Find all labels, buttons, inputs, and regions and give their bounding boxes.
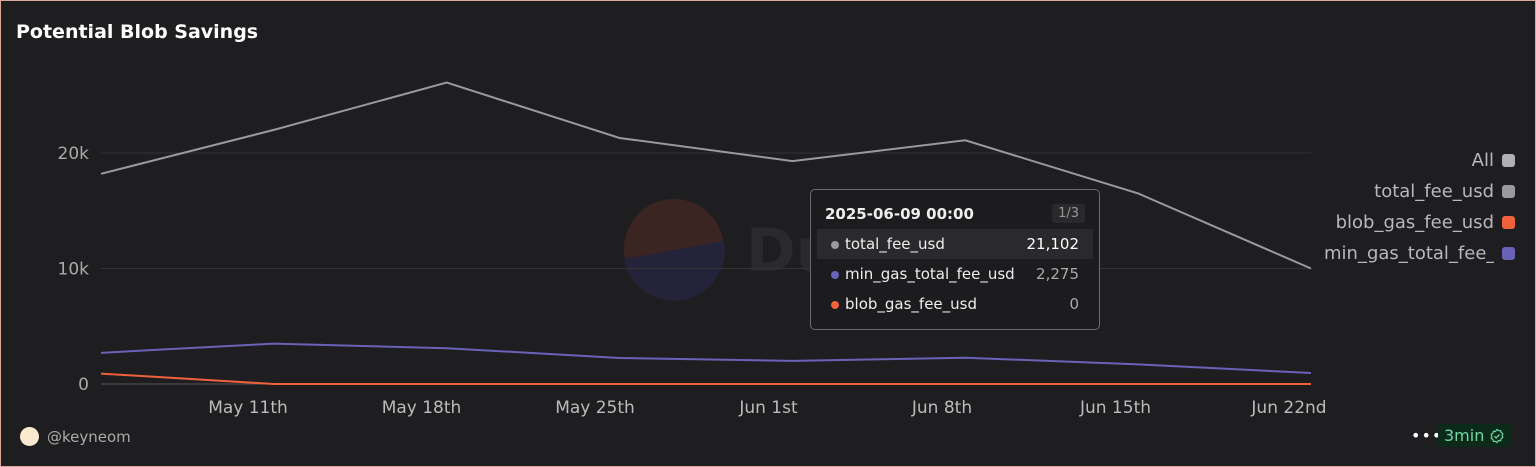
series-line-total_fee_usd[interactable] (100, 81, 1312, 270)
legend-label: All (1471, 150, 1494, 171)
x-tick-label: May 11th (208, 398, 288, 418)
legend-swatch (1502, 247, 1515, 260)
legend-item[interactable]: total_fee_usd (1324, 176, 1515, 207)
y-tick-label: 10k (58, 260, 90, 280)
verified-check-icon (1490, 428, 1504, 443)
x-tick-label: May 18th (382, 398, 462, 418)
x-tick-label: May 25th (555, 398, 635, 418)
legend-label: total_fee_usd (1374, 181, 1494, 202)
author-name: @keyneom (47, 427, 131, 446)
series-line-min_gas_total_fee_usd[interactable] (100, 342, 1312, 375)
watermark-logo: Du (624, 199, 839, 301)
refresh-badge[interactable]: 3min (1438, 424, 1512, 447)
legend: All total_fee_usd blob_gas_fee_usd min_gas_… (1324, 145, 1515, 269)
x-tick-label: Jun 22nd (1250, 398, 1326, 418)
tooltip-date: 2025-06-09 00:00 (825, 204, 974, 223)
tooltip-value: 21,102 (1026, 235, 1080, 253)
tooltip-series: blob_gas_fee_usd (831, 295, 977, 313)
legend-item[interactable]: All (1324, 145, 1515, 176)
more-options-button[interactable]: ••• (1411, 426, 1443, 445)
series-line-blob_gas_fee_usd[interactable] (100, 372, 1311, 385)
tooltip-row: total_fee_usd 21,102 (817, 229, 1093, 259)
series-dot (831, 301, 839, 309)
tooltip: 2025-06-09 00:00 1/3 total_fee_usd 21,102… (810, 189, 1100, 330)
legend-swatch (1502, 154, 1515, 167)
author[interactable]: @keyneom (20, 427, 131, 446)
legend-item[interactable]: min_gas_total_fee_usd (1324, 238, 1515, 269)
tooltip-page[interactable]: 1/3 (1052, 204, 1085, 223)
avatar (20, 427, 39, 446)
series-dot (831, 271, 839, 279)
legend-swatch (1502, 216, 1515, 229)
y-tick-label: 20k (58, 144, 90, 164)
x-tick-label: Jun 15th (1079, 398, 1151, 418)
legend-label: min_gas_total_fee_usd (1324, 243, 1494, 264)
legend-swatch (1502, 185, 1515, 198)
series-dot (831, 241, 839, 249)
tooltip-series: total_fee_usd (831, 235, 945, 253)
x-tick-label: Jun 1st (738, 398, 798, 418)
tooltip-value: 2,275 (1036, 265, 1079, 283)
y-tick-label: 0 (78, 375, 89, 395)
tooltip-series: min_gas_total_fee_usd (831, 265, 1015, 283)
legend-item[interactable]: blob_gas_fee_usd (1324, 207, 1515, 238)
x-tick-label: Jun 8th (911, 398, 972, 418)
chart-title: Potential Blob Savings (16, 21, 259, 43)
refresh-age: 3min (1444, 426, 1485, 445)
tooltip-row: min_gas_total_fee_usd 2,275 (817, 259, 1093, 289)
tooltip-value: 0 (1069, 295, 1079, 313)
tooltip-row: blob_gas_fee_usd 0 (817, 289, 1093, 319)
legend-label: blob_gas_fee_usd (1335, 212, 1494, 233)
